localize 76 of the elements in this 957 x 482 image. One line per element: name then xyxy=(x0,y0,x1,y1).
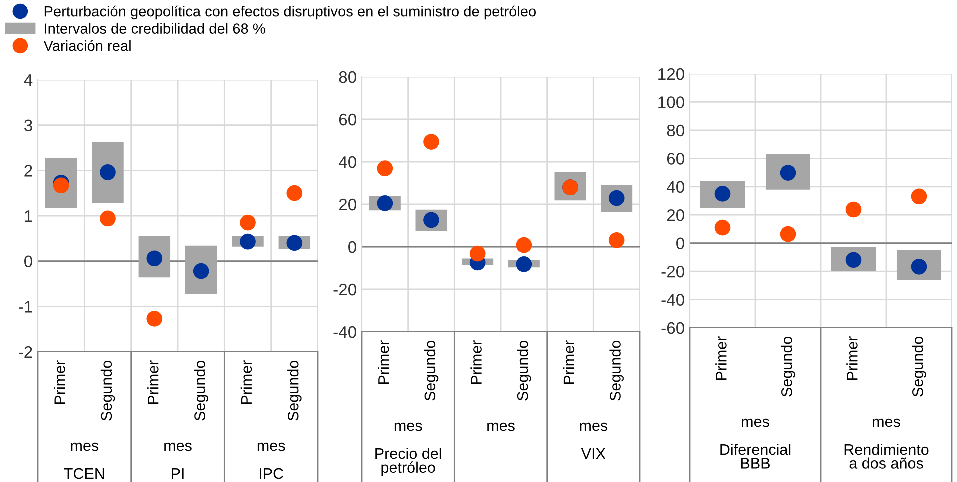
text: mes xyxy=(71,442,99,452)
point xyxy=(146,310,163,327)
text: VIX xyxy=(581,448,606,460)
y-tick-label: 100 xyxy=(658,96,684,108)
y-tick-label: 120 xyxy=(658,68,684,80)
text: TCEN xyxy=(64,468,104,480)
bar xyxy=(92,142,124,204)
point xyxy=(377,196,394,212)
text: Diferencial BBB xyxy=(720,444,791,469)
y-tick-label: 0 xyxy=(348,241,356,254)
x-tick-label: Primer xyxy=(470,340,482,384)
y-tick-label: 40 xyxy=(338,156,356,168)
point xyxy=(846,202,862,218)
point xyxy=(100,210,116,227)
x-tick-label: Segundo xyxy=(288,360,302,421)
x-tick-label: Primer xyxy=(716,336,727,380)
text: PI xyxy=(172,468,184,480)
text: mes xyxy=(394,422,422,432)
point xyxy=(240,234,256,250)
text: mes xyxy=(164,442,192,452)
y-tick-label: -2 xyxy=(19,346,32,358)
point xyxy=(608,232,625,248)
point xyxy=(424,134,440,150)
x-tick-label: Primer xyxy=(378,340,390,384)
y-tick-label: 0 xyxy=(676,238,684,250)
x-tick-label: Segundo xyxy=(912,336,926,397)
y-tick-label: -20 xyxy=(334,284,356,296)
x-tick-label: Primer xyxy=(563,340,575,384)
legend-label: Intervalos de credibilidad del 68 % xyxy=(45,23,266,34)
text: Rendimiento a dos años xyxy=(844,444,929,469)
y-tick-label: 80 xyxy=(667,124,684,137)
text: mes xyxy=(742,418,770,428)
y-tick-label: 40 xyxy=(666,181,684,194)
legend-label: Perturbación geopolítica con efectos disruptivos en el suministro de petróleo xyxy=(44,6,536,20)
x-tick-label: Segundo xyxy=(424,340,439,401)
y-tick-label: 3 xyxy=(24,120,32,132)
x-tick-label: Segundo xyxy=(517,340,532,401)
y-tick-label: -20 xyxy=(662,266,684,278)
y-tick-label: 20 xyxy=(667,210,684,222)
text: mes xyxy=(258,442,286,452)
x-tick-label: Primer xyxy=(846,336,858,380)
point xyxy=(516,256,532,272)
point xyxy=(516,237,532,254)
point xyxy=(286,185,303,202)
y-tick-label: 20 xyxy=(339,198,356,211)
point xyxy=(714,220,731,236)
y-tick-label: 4 xyxy=(24,74,33,86)
y-tick-label: 2 xyxy=(24,165,32,177)
y-tick-label: -40 xyxy=(662,294,684,306)
y-tick-label: -40 xyxy=(334,326,356,338)
point xyxy=(240,214,256,231)
point xyxy=(780,226,796,242)
text: mes xyxy=(873,418,900,428)
text: IPC xyxy=(260,468,284,480)
x-tick-label: Segundo xyxy=(610,340,624,401)
x-tick-label: Segundo xyxy=(781,336,796,397)
y-tick-label: 60 xyxy=(339,114,356,126)
point xyxy=(911,188,928,205)
x-tick-label: Segundo xyxy=(100,360,116,421)
legend-label: Variación real xyxy=(44,40,131,52)
point xyxy=(286,235,303,252)
y-tick-label: 60 xyxy=(667,153,684,165)
point xyxy=(470,246,486,262)
text: mes xyxy=(580,422,608,432)
x-tick-label: Primer xyxy=(240,360,252,404)
text: Precio del petróleo xyxy=(376,448,442,476)
y-tick-label: -1 xyxy=(19,301,32,313)
y-tick-label: 0 xyxy=(24,256,32,268)
text: mes xyxy=(488,422,515,432)
y-tick-label: 80 xyxy=(339,71,356,84)
point xyxy=(377,160,394,177)
x-tick-label: Primer xyxy=(54,360,66,404)
y-tick-label: -60 xyxy=(662,322,684,334)
x-tick-label: Segundo xyxy=(194,360,208,421)
x-tick-label: Primer xyxy=(148,360,159,404)
y-tick-label: 1 xyxy=(25,210,32,222)
